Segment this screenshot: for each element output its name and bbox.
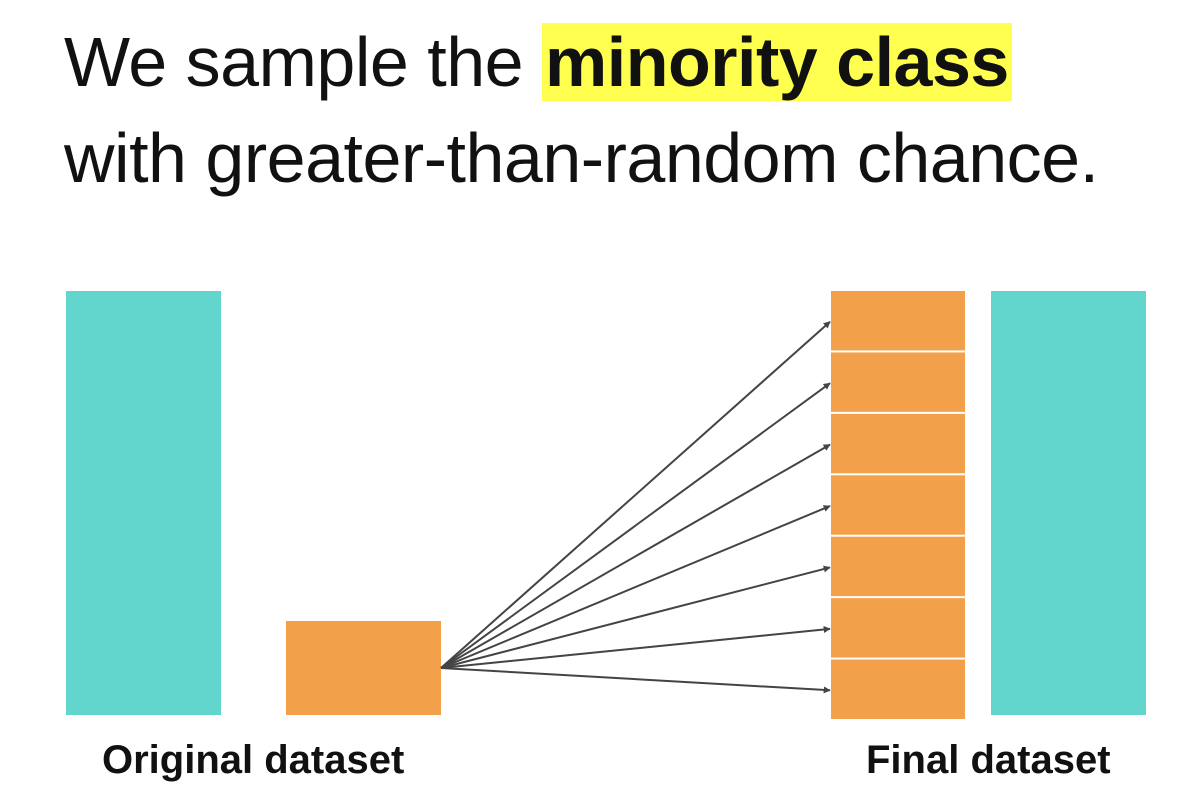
final-minority-copy <box>831 413 965 474</box>
sampling-arrow <box>440 382 831 669</box>
sampling-arrow <box>440 626 831 669</box>
sampling-arrow <box>440 505 831 669</box>
sampling-arrow <box>440 667 831 694</box>
final-minority-copy <box>831 598 965 658</box>
final-minority-stack <box>831 291 965 719</box>
original-dataset-label: Original dataset <box>102 738 404 782</box>
sampling-arrow <box>440 565 831 669</box>
final-minority-copy <box>831 291 965 351</box>
sampling-arrow <box>440 320 831 669</box>
headline-prefix: We sample the <box>64 23 543 101</box>
sampling-arrows <box>440 320 831 694</box>
final-minority-copy <box>831 475 965 535</box>
original-minority-block <box>286 621 441 715</box>
headline-line2: with greater-than-random chance. <box>64 119 1099 197</box>
final-minority-copy <box>831 352 965 412</box>
final-majority-block <box>991 291 1146 715</box>
headline-highlight: minority class <box>542 23 1012 101</box>
original-majority-block <box>66 291 221 715</box>
final-minority-copy <box>831 536 965 597</box>
final-minority-copy <box>831 659 965 719</box>
sampling-arrow <box>440 443 831 669</box>
headline: We sample the minority class with greater… <box>64 14 1099 206</box>
final-dataset-label: Final dataset <box>866 738 1111 782</box>
